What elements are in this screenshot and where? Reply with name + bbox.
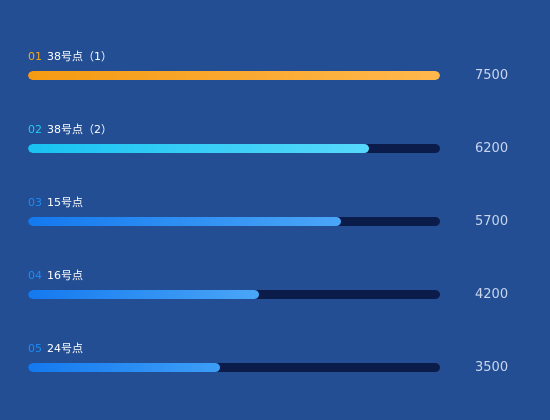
category-name: 15号点 [47, 196, 83, 209]
bar-row: 04 16号点 4200 [0, 269, 550, 309]
bar-fill [28, 217, 342, 226]
bar-fill [28, 144, 369, 153]
category-name: 38号点（2） [47, 123, 112, 136]
bar-label: 04 16号点 [28, 269, 83, 283]
rank-number: 04 [28, 269, 42, 282]
bar-label: 02 38号点（2） [28, 123, 112, 137]
bar-track [28, 144, 440, 153]
bar-fill [28, 290, 259, 299]
bar-label: 03 15号点 [28, 196, 83, 210]
bar-track [28, 71, 440, 80]
bar-value-label: 5700 [475, 214, 509, 229]
bar-label: 01 38号点（1） [28, 50, 112, 64]
bar-label: 05 24号点 [28, 342, 83, 356]
bar-row: 05 24号点 3500 [0, 342, 550, 382]
bar-row: 01 38号点（1） 7500 [0, 50, 550, 90]
bar-value-label: 4200 [475, 287, 509, 302]
bar-value-label: 3500 [475, 360, 509, 375]
category-name: 38号点（1） [47, 50, 112, 63]
bar-track [28, 363, 440, 372]
rank-number: 01 [28, 50, 42, 63]
bar-track [28, 217, 440, 226]
bar-fill [28, 71, 440, 80]
bar-row: 02 38号点（2） 6200 [0, 123, 550, 163]
category-name: 24号点 [47, 342, 83, 355]
bar-fill [28, 363, 221, 372]
bar-track [28, 290, 440, 299]
category-name: 16号点 [47, 269, 83, 282]
bar-value-label: 6200 [475, 141, 509, 156]
rank-number: 03 [28, 196, 42, 209]
bar-value-label: 7500 [475, 68, 509, 83]
rank-number: 05 [28, 342, 42, 355]
bar-row: 03 15号点 5700 [0, 196, 550, 236]
rank-number: 02 [28, 123, 42, 136]
